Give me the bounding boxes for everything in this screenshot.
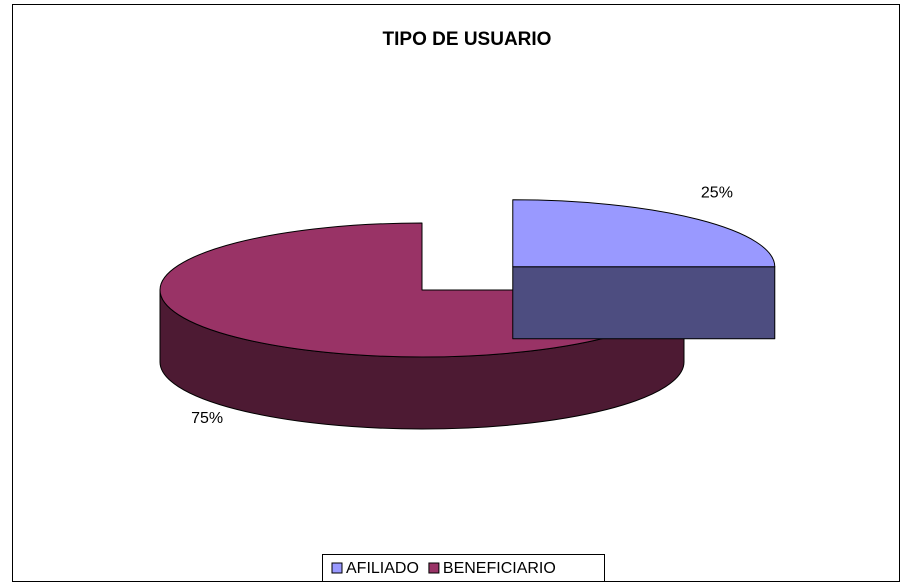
slice	[512, 199, 776, 268]
legend-box	[322, 554, 605, 582]
legend-swatch	[331, 562, 343, 574]
legend-label: BENEFICIARIO	[443, 560, 556, 577]
legend-swatch	[428, 562, 440, 574]
legend-label: AFILIADO	[346, 560, 419, 577]
data-label: 25%	[701, 185, 733, 202]
slice-wall	[512, 266, 776, 340]
chart-title: TIPO DE USUARIO	[383, 29, 552, 50]
data-label: 75%	[191, 410, 223, 427]
